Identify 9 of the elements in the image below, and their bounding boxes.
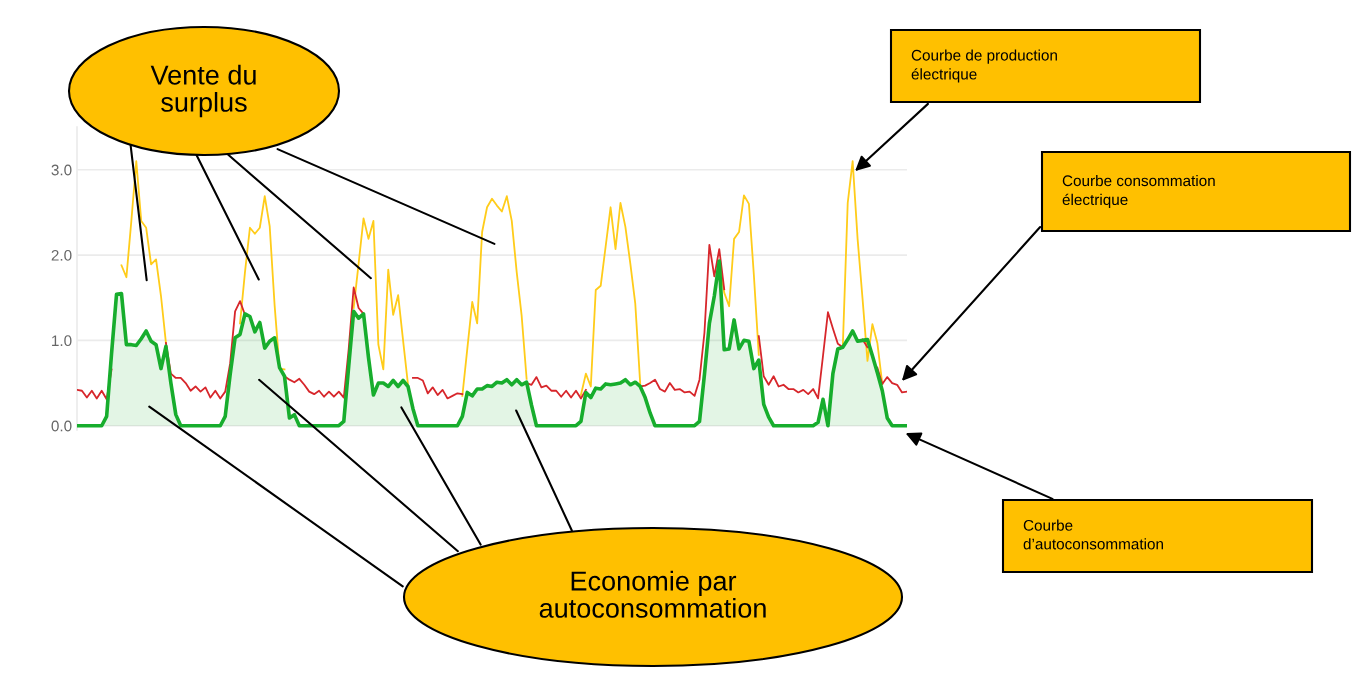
- y-tick-label: 0.0: [51, 420, 72, 432]
- text: Courbe de production électrique: [911, 49, 1057, 83]
- y-tick-label: 3.0: [51, 164, 72, 176]
- text: Courbe consommation électrique: [1062, 174, 1215, 209]
- y-tick-label: 1.0: [52, 335, 72, 347]
- y-tick-label: 2.0: [51, 249, 72, 261]
- text: Vente du surplus: [150, 64, 256, 118]
- text: Courbe d’autoconsommation: [1023, 519, 1163, 550]
- text: Economie par autoconsommation: [539, 570, 766, 618]
